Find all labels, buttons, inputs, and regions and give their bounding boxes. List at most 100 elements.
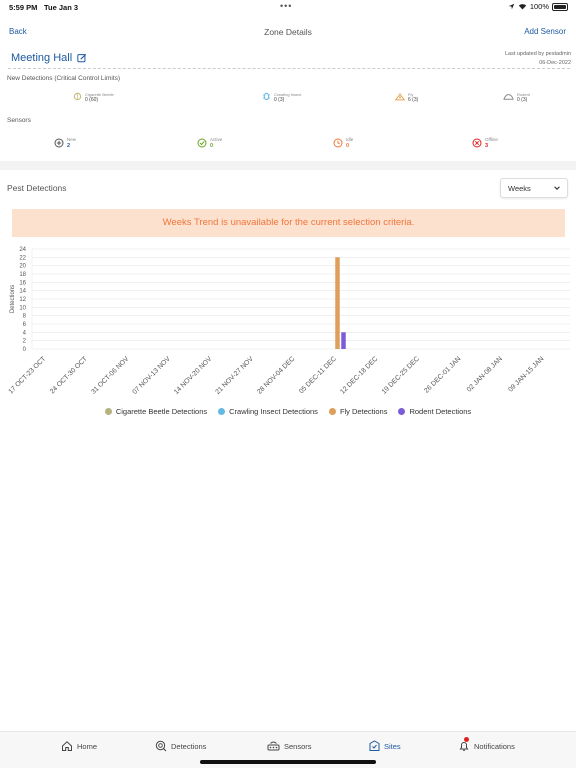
y-tick-label: 12 [19, 297, 26, 303]
detection-crawling-insect[interactable]: Crawling Insect 0 (3) [262, 92, 301, 103]
x-tick-label: 19 DEC-25 DEC [381, 355, 421, 395]
bar-fly-detections [335, 257, 340, 349]
sensor-status-new[interactable]: New 2 [54, 137, 76, 149]
x-tick-label: 07 NOV-13 NOV [131, 355, 172, 396]
sensor-status-count: 0 [346, 143, 350, 149]
x-tick-label: 21 NOV-27 NOV [214, 355, 255, 396]
fly-icon [395, 93, 405, 101]
detection-value: 0 (60) [85, 97, 99, 103]
plus-circle-icon [54, 138, 64, 148]
location-icon [508, 3, 515, 10]
period-select-value: Weeks [508, 184, 531, 193]
section-divider [0, 161, 576, 170]
bar-rodent-detections [341, 332, 346, 349]
trend-unavailable-banner: Weeks Trend is unavailable for the curre… [12, 209, 565, 237]
tab-detections[interactable]: Detections [155, 740, 206, 752]
status-date: Tue Jan 3 [44, 3, 79, 12]
zone-name: Meeting Hall [11, 52, 73, 64]
wifi-icon [518, 4, 527, 10]
home-icon [62, 741, 72, 751]
y-tick-label: 18 [19, 272, 26, 278]
legend-swatch [218, 408, 226, 415]
x-tick-label: 24 OCT-30 OCT [49, 355, 89, 395]
legend-label: Fly Detections [339, 407, 388, 416]
legend-swatch [328, 408, 336, 415]
sensors-icon [267, 741, 280, 751]
detection-fly[interactable]: Fly 6 (3) [395, 92, 418, 103]
crawling-insect-icon [262, 92, 271, 101]
sensor-status-idle[interactable]: Idle 0 [333, 137, 353, 149]
x-tick-label: 14 NOV-20 NOV [173, 355, 214, 396]
edit-icon[interactable] [77, 53, 87, 63]
sensor-status-label: Offline [485, 137, 498, 142]
pest-detections-title: Pest Detections [7, 183, 67, 193]
y-axis-label: Detections [10, 285, 16, 313]
x-tick-label: 31 OCT-06 NOV [90, 355, 131, 396]
clock-icon [333, 138, 343, 148]
last-updated-by: Last updated by pestadmin [504, 51, 571, 57]
y-tick-label: 0 [23, 347, 27, 353]
status-time: 5:59 PM [9, 3, 38, 12]
sensor-status-count: 2 [67, 143, 71, 149]
check-circle-icon [197, 138, 207, 148]
sensor-status-label: New [67, 137, 77, 142]
legend-item[interactable]: Crawling Insect Detections [218, 407, 318, 416]
tab-sensors[interactable]: Sensors [267, 740, 312, 752]
tab-home[interactable]: Home [61, 740, 97, 752]
notification-badge [464, 737, 469, 742]
sensors-section-label: Sensors [7, 117, 31, 124]
legend-item[interactable]: Fly Detections [328, 407, 388, 416]
y-tick-label: 10 [19, 305, 26, 311]
nav-bar: Back Zone Details Add Sensor [0, 22, 576, 42]
x-tick-label: 02 JAN-08 JAN [466, 355, 504, 393]
legend-label: Crawling Insect Detections [229, 407, 318, 416]
tab-notifications[interactable]: Notifications [458, 737, 515, 752]
divider [8, 68, 570, 69]
multitasking-dots-icon[interactable]: ••• [280, 1, 293, 11]
detection-value: 0 (3) [274, 97, 285, 103]
x-tick-label: 26 DEC-01 JAN [423, 355, 462, 394]
last-updated: Last updated by pestadmin 06-Dec-2022 [505, 50, 571, 68]
home-indicator [200, 760, 376, 764]
legend-item[interactable]: Cigarette Beetle Detections [104, 407, 208, 416]
last-updated-date: 06-Dec-2022 [539, 60, 571, 66]
tab-label: Detections [171, 741, 207, 751]
chevron-down-icon [554, 186, 560, 190]
detection-label: Fly [408, 92, 414, 97]
detection-value: 0 (3) [517, 97, 528, 103]
x-tick-label: 17 OCT-23 OCT [7, 355, 47, 395]
rodent-icon [503, 94, 514, 100]
sensor-status-label: Active [210, 137, 223, 142]
status-bar: 5:59 PM Tue Jan 3 ••• 100% [0, 0, 576, 14]
detections-icon [155, 740, 167, 752]
sensor-status-offline[interactable]: Offline 3 [472, 137, 498, 149]
y-tick-label: 24 [19, 247, 26, 253]
detection-rodent[interactable]: Rodent 0 (3) [503, 92, 530, 103]
y-tick-label: 6 [23, 322, 27, 328]
legend-item[interactable]: Rodent Detections [398, 407, 471, 416]
legend-label: Rodent Detections [409, 407, 472, 416]
detection-label: Cigarette Beetle [85, 92, 114, 97]
chart-legend: Cigarette Beetle Detections Crawling Ins… [0, 407, 576, 416]
add-sensor-button[interactable]: Add Sensor [524, 27, 566, 36]
battery-icon [552, 2, 568, 11]
sites-icon [369, 740, 380, 751]
legend-swatch [104, 408, 112, 415]
y-tick-label: 4 [23, 330, 27, 336]
detection-value: 6 (3) [408, 97, 419, 103]
x-tick-label: 28 NOV-04 DEC [256, 355, 296, 395]
detection-cigarette-beetle[interactable]: Cigarette Beetle 0 (60) [73, 92, 114, 103]
tab-sites[interactable]: Sites [369, 740, 401, 752]
y-tick-label: 8 [23, 314, 27, 320]
sensor-status-active[interactable]: Active 0 [197, 137, 222, 149]
back-button[interactable]: Back [9, 27, 27, 36]
sensor-status-label: Idle [346, 137, 354, 142]
y-tick-label: 20 [19, 264, 26, 270]
detection-label: Crawling Insect [274, 92, 302, 97]
sensor-status-count: 3 [485, 143, 489, 149]
zone-title: Meeting Hall [11, 52, 87, 64]
legend-label: Cigarette Beetle Detections [115, 407, 208, 416]
period-select[interactable]: Weeks [500, 178, 568, 198]
x-circle-icon [472, 138, 482, 148]
